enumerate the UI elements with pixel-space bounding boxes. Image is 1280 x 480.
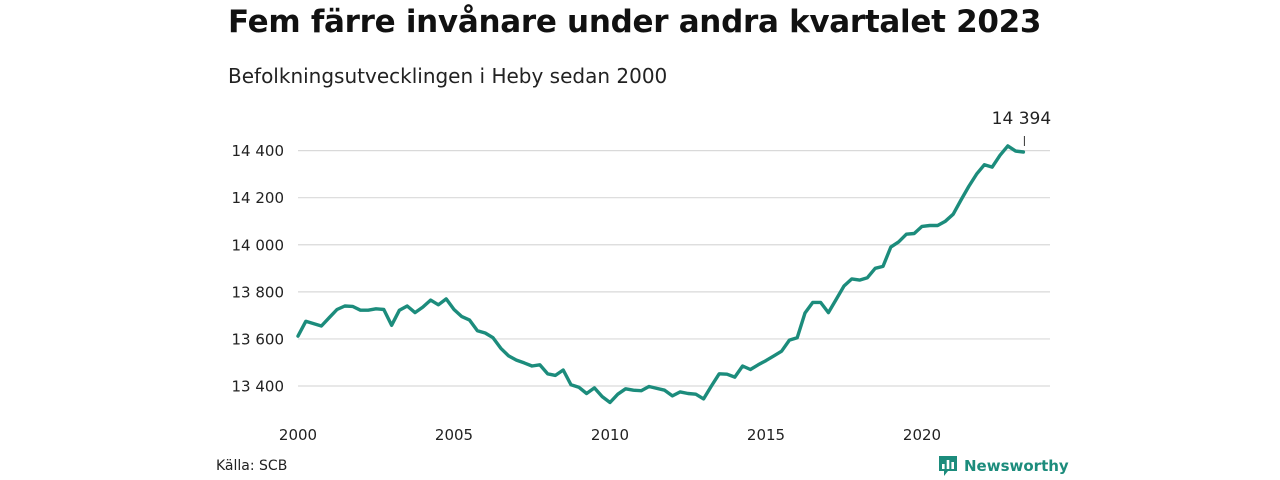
x-tick-label: 2020 bbox=[903, 426, 941, 444]
chart-title: Fem färre invånare under andra kvartalet… bbox=[228, 4, 1042, 40]
population-series-line bbox=[296, 144, 1026, 405]
x-axis-tick-labels: 2000 2005 2010 2015 2020 bbox=[279, 426, 941, 444]
series-group bbox=[296, 144, 1026, 405]
y-tick-label: 13 800 bbox=[232, 283, 285, 301]
last-value-annotation: 14 394 bbox=[992, 109, 1051, 147]
chart-subtitle: Befolkningsutvecklingen i Heby sedan 200… bbox=[228, 64, 668, 88]
gridlines bbox=[298, 150, 1050, 387]
y-tick-label: 13 600 bbox=[232, 330, 285, 348]
y-axis-tick-labels: 13 400 13 600 13 800 14 000 14 200 14 400 bbox=[232, 142, 285, 395]
y-tick-label: 13 400 bbox=[232, 378, 285, 396]
x-tick-label: 2005 bbox=[435, 426, 473, 444]
source-note: Källa: SCB bbox=[216, 458, 288, 474]
y-tick-label: 14 400 bbox=[232, 142, 285, 160]
brand-logo[interactable]: Newsworthy bbox=[938, 455, 1069, 477]
y-tick-label: 14 200 bbox=[232, 189, 285, 207]
x-tick-label: 2000 bbox=[279, 426, 317, 444]
x-tick-label: 2015 bbox=[747, 426, 785, 444]
newsworthy-chart-logo-icon bbox=[938, 455, 958, 477]
y-tick-label: 14 000 bbox=[232, 236, 285, 254]
brand-name: Newsworthy bbox=[964, 457, 1069, 475]
x-tick-label: 2010 bbox=[591, 426, 629, 444]
annotation-label: 14 394 bbox=[992, 109, 1051, 129]
